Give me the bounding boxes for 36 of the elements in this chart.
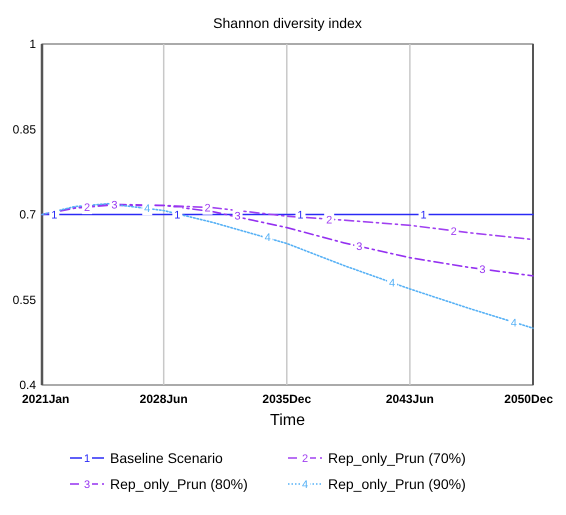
legend-label: Baseline Scenario bbox=[110, 450, 224, 466]
x-tick-label: 2050Dec bbox=[504, 392, 554, 406]
x-tick-label: 2021Jan bbox=[22, 392, 70, 406]
legend-label: Rep_only_Prun (80%) bbox=[110, 476, 248, 492]
y-tick-label: 0.7 bbox=[19, 208, 36, 222]
y-tick-label: 0.4 bbox=[19, 378, 36, 392]
annotation: 3 bbox=[479, 264, 486, 276]
text: 1 bbox=[84, 453, 90, 465]
x-axis-title: Time bbox=[270, 412, 306, 429]
legend-label: Rep_only_Prun (70%) bbox=[328, 450, 466, 466]
text: 2 bbox=[302, 453, 308, 465]
annotation: 4 bbox=[510, 317, 517, 330]
annotation: 3 bbox=[111, 199, 118, 212]
annotation: 2 bbox=[326, 214, 332, 227]
legend-label: Rep_only_Prun (90%) bbox=[328, 476, 466, 492]
annotation: 2 bbox=[204, 202, 211, 215]
annotation: 1 bbox=[51, 210, 58, 222]
y-tick-label: 0.85 bbox=[12, 122, 36, 136]
text: 4 bbox=[302, 479, 308, 491]
annotation: 4 bbox=[144, 203, 150, 216]
x-tick-label: 2035Dec bbox=[262, 392, 312, 406]
annotation: 2 bbox=[84, 202, 90, 214]
annotation: 3 bbox=[234, 210, 241, 223]
annotation: 3 bbox=[356, 240, 362, 253]
x-tick-label: 2028Jun bbox=[140, 392, 188, 406]
annotation: 1 bbox=[297, 210, 304, 222]
annotation: 4 bbox=[389, 278, 396, 290]
chart-title: Shannon diversity index bbox=[213, 15, 362, 31]
annotation: 1 bbox=[174, 210, 180, 222]
y-tick-label: 1 bbox=[29, 37, 36, 51]
annotation: 4 bbox=[264, 232, 271, 244]
y-tick-label: 0.55 bbox=[12, 292, 36, 307]
text: 3 bbox=[84, 479, 90, 491]
x-tick-label: 2043Jun bbox=[386, 392, 434, 406]
annotation: 1 bbox=[420, 210, 427, 222]
annotation: 2 bbox=[450, 226, 457, 238]
